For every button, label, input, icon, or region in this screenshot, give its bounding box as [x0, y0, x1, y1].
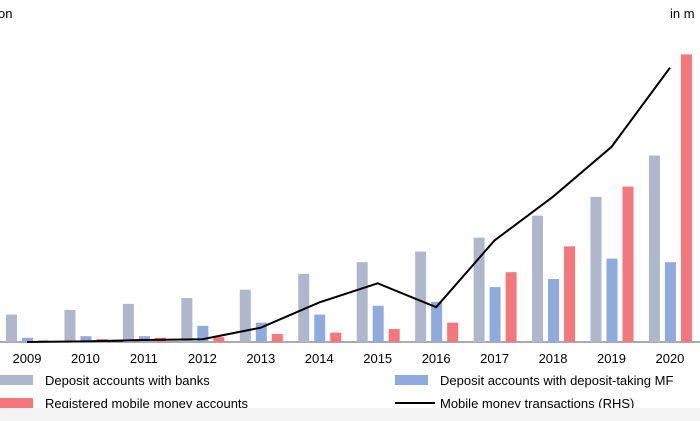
bar-mobile-2020 [680, 54, 692, 343]
bar-banks-2012 [181, 298, 193, 342]
legend-label-2: Registered mobile money accounts [45, 396, 249, 411]
bar-mfi-2019 [606, 258, 618, 342]
bar-banks-2014 [298, 273, 310, 342]
bar-banks-2018 [532, 215, 544, 342]
left-unit-label: on [0, 6, 12, 21]
bar-mfi-2018 [548, 278, 560, 342]
x-tick-2016: 2016 [422, 351, 451, 366]
bar-mfi-2017 [489, 287, 501, 342]
bar-mobile-2013 [271, 333, 283, 342]
bar-mobile-2014 [330, 332, 342, 342]
bars [6, 54, 692, 343]
bar-banks-2010 [64, 310, 76, 342]
bar-mobile-2012 [213, 337, 225, 342]
legend-label-3: Mobile money transactions (RHS) [440, 396, 634, 411]
bar-banks-2020 [648, 155, 660, 342]
x-tick-labels: 2009 2010 2011 2012 2013 2014 2015 2016 2017 2018… [13, 351, 685, 366]
x-tick-2015: 2015 [363, 351, 392, 366]
legend-swatch-1 [395, 375, 428, 385]
x-tick-2012: 2012 [188, 351, 217, 366]
bar-banks-2011 [122, 303, 134, 342]
x-tick-2014: 2014 [305, 351, 334, 366]
bottom-strip [0, 408, 700, 421]
bar-mobile-2015 [388, 329, 400, 342]
bar-mobile-2017 [505, 272, 517, 342]
legend: Deposit accounts with banks Deposit accou… [0, 373, 673, 411]
legend-label-1: Deposit accounts with deposit-taking MF [440, 373, 673, 388]
bar-banks-2016 [415, 251, 427, 342]
x-tick-2011: 2011 [130, 351, 158, 366]
bar-mobile-2019 [622, 186, 634, 342]
bar-mfi-2012 [197, 325, 209, 342]
bar-mfi-2009 [22, 337, 33, 342]
bar-mfi-2010 [80, 336, 92, 342]
legend-swatch-0 [0, 375, 33, 385]
bar-banks-2015 [356, 262, 368, 342]
bar-mfi-2015 [372, 305, 384, 342]
bar-banks-2013 [239, 289, 251, 342]
x-tick-2013: 2013 [246, 351, 275, 366]
bar-banks-2009 [6, 314, 17, 342]
bar-mobile-2018 [564, 246, 576, 342]
bar-mfi-2016 [431, 301, 443, 342]
right-unit-label: in m [670, 6, 695, 21]
x-tick-2009: 2009 [13, 351, 42, 366]
x-tick-2019: 2019 [597, 351, 626, 366]
x-tick-2010: 2010 [71, 351, 100, 366]
bar-mfi-2013 [255, 322, 267, 342]
bar-mfi-2020 [664, 262, 676, 342]
x-tick-2017: 2017 [480, 351, 509, 366]
bar-banks-2019 [590, 196, 602, 342]
legend-label-0: Deposit accounts with banks [45, 373, 210, 388]
x-tick-2020: 2020 [655, 351, 684, 366]
x-tick-2018: 2018 [539, 351, 568, 366]
bar-banks-2017 [473, 237, 485, 342]
line-series [26, 67, 671, 343]
bar-mobile-2016 [447, 322, 459, 342]
line-mobile-money-transactions [26, 67, 671, 343]
bar-mfi-2014 [314, 314, 326, 342]
legend-swatch-2 [0, 398, 33, 408]
